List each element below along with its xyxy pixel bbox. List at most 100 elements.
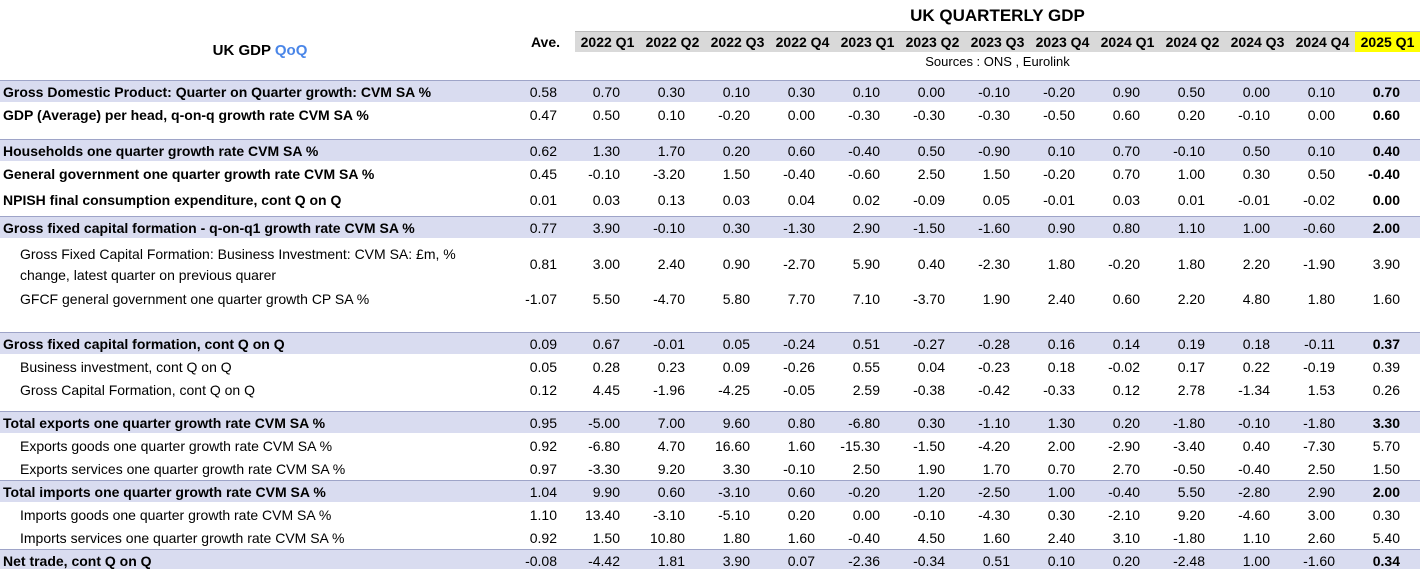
cell-value: -0.33 bbox=[1043, 382, 1075, 398]
row-rule bbox=[0, 411, 1420, 412]
cell-value: 2.50 bbox=[1307, 461, 1335, 477]
cell-value: 4.70 bbox=[657, 438, 685, 454]
row-rule bbox=[0, 480, 1420, 481]
cell-value: 0.67 bbox=[592, 336, 620, 352]
cell-value: 1.50 bbox=[982, 166, 1010, 182]
cell-value: -5.10 bbox=[718, 507, 750, 523]
cell-value: 0.26 bbox=[1372, 382, 1400, 398]
cell-value: -0.10 bbox=[1238, 107, 1270, 123]
ave-header: Ave. bbox=[530, 34, 560, 50]
row-label: NPISH final consumption expenditure, con… bbox=[3, 192, 342, 208]
cell-value: -0.10 bbox=[783, 461, 815, 477]
cell-value: 3.90 bbox=[722, 553, 750, 569]
header-cell bbox=[640, 32, 705, 52]
cell-value: 2.00 bbox=[1372, 484, 1400, 500]
cell-value: -1.34 bbox=[1238, 382, 1270, 398]
cell-value: -0.40 bbox=[848, 143, 880, 159]
cell-value: -0.02 bbox=[1108, 359, 1140, 375]
row-label: Gross Domestic Product: Quarter on Quart… bbox=[3, 84, 432, 100]
cell-value: -0.90 bbox=[978, 143, 1010, 159]
quarter-header: 2022 Q3 bbox=[710, 34, 765, 50]
cell-value: -2.36 bbox=[848, 553, 880, 569]
cell-value: -0.40 bbox=[783, 166, 815, 182]
cell-value: 2.70 bbox=[1112, 461, 1140, 477]
cell-value: -0.08 bbox=[525, 553, 557, 569]
row-band bbox=[0, 81, 1420, 102]
cell-value: -0.20 bbox=[1043, 84, 1075, 100]
cell-value: -15.30 bbox=[840, 438, 880, 454]
cell-value: -0.20 bbox=[718, 107, 750, 123]
cell-value: 1.20 bbox=[917, 484, 945, 500]
cell-value: -0.40 bbox=[848, 530, 880, 546]
cell-value: 1.80 bbox=[1177, 256, 1205, 272]
cell-value: -0.01 bbox=[1043, 192, 1075, 208]
row-label: Total exports one quarter growth rate CV… bbox=[3, 415, 326, 431]
cell-value: 9.20 bbox=[1177, 507, 1205, 523]
cell-value: 0.45 bbox=[529, 166, 557, 182]
row-rule bbox=[0, 80, 1420, 81]
cell-value: 5.80 bbox=[722, 291, 750, 307]
cell-value: 2.50 bbox=[852, 461, 880, 477]
cell-value: 1.80 bbox=[722, 530, 750, 546]
cell-value: 0.92 bbox=[529, 438, 557, 454]
cell-value: -5.00 bbox=[588, 415, 620, 431]
cell-value: 3.30 bbox=[722, 461, 750, 477]
cell-value: 3.90 bbox=[1372, 256, 1400, 272]
row-label: Imports goods one quarter growth rate CV… bbox=[20, 507, 332, 523]
cell-value: -0.09 bbox=[913, 192, 945, 208]
cell-value: 16.60 bbox=[714, 438, 750, 454]
cell-value: -0.10 bbox=[913, 507, 945, 523]
cell-value: 0.02 bbox=[852, 192, 880, 208]
cell-value: -1.90 bbox=[1303, 256, 1335, 272]
cell-value: 1.50 bbox=[1372, 461, 1400, 477]
cell-value: 0.30 bbox=[1372, 507, 1400, 523]
cell-value: -4.70 bbox=[653, 291, 685, 307]
cell-value: 0.10 bbox=[1047, 143, 1075, 159]
row-label: General government one quarter growth ra… bbox=[3, 166, 375, 182]
title-highlight: QoQ bbox=[274, 42, 308, 59]
quarter-header: 2023 Q1 bbox=[840, 34, 895, 50]
cell-value: 0.60 bbox=[1372, 107, 1400, 123]
quarter-header: 2024 Q4 bbox=[1295, 34, 1350, 50]
cell-value: -0.10 bbox=[653, 220, 685, 236]
header-cell bbox=[575, 32, 640, 52]
cell-value: 1.04 bbox=[529, 484, 557, 500]
row-label: Households one quarter growth rate CVM S… bbox=[3, 143, 319, 159]
cell-value: -0.10 bbox=[1238, 415, 1270, 431]
cell-value: -0.34 bbox=[913, 553, 945, 569]
cell-value: 4.45 bbox=[592, 382, 620, 398]
cell-value: -0.01 bbox=[653, 336, 685, 352]
cell-value: -0.40 bbox=[1238, 461, 1270, 477]
cell-value: 2.50 bbox=[917, 166, 945, 182]
cell-value: 0.39 bbox=[1372, 359, 1400, 375]
cell-value: 0.50 bbox=[592, 107, 620, 123]
cell-value: 0.92 bbox=[529, 530, 557, 546]
cell-value: 0.10 bbox=[722, 84, 750, 100]
quarter-header: 2024 Q2 bbox=[1165, 34, 1220, 50]
cell-value: 0.05 bbox=[529, 359, 557, 375]
cell-value: 2.60 bbox=[1307, 530, 1335, 546]
cell-value: -0.30 bbox=[978, 107, 1010, 123]
cell-value: 0.20 bbox=[1112, 553, 1140, 569]
cell-value: 0.50 bbox=[1242, 143, 1270, 159]
cell-value: 2.40 bbox=[657, 256, 685, 272]
cell-value: 0.19 bbox=[1177, 336, 1205, 352]
cell-value: 0.20 bbox=[722, 143, 750, 159]
cell-value: 0.03 bbox=[722, 192, 750, 208]
cell-value: 0.10 bbox=[1307, 84, 1335, 100]
cell-value: 0.30 bbox=[787, 84, 815, 100]
cell-value: 0.77 bbox=[529, 220, 557, 236]
cell-value: 0.37 bbox=[1372, 336, 1400, 352]
cell-value: 0.51 bbox=[982, 553, 1010, 569]
cell-value: -2.70 bbox=[783, 256, 815, 272]
cell-value: 2.40 bbox=[1047, 291, 1075, 307]
header-cell bbox=[1225, 32, 1290, 52]
row-label: Exports services one quarter growth rate… bbox=[20, 461, 346, 477]
cell-value: 0.30 bbox=[917, 415, 945, 431]
cell-value: -3.10 bbox=[653, 507, 685, 523]
cell-value: 0.62 bbox=[529, 143, 557, 159]
cell-value: 0.50 bbox=[1177, 84, 1205, 100]
row-rule bbox=[0, 139, 1420, 140]
header-cell bbox=[1290, 32, 1355, 52]
cell-value: 0.58 bbox=[529, 84, 557, 100]
